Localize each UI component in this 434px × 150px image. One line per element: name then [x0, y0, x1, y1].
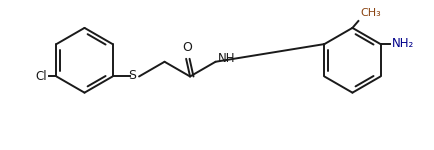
Text: NH₂: NH₂	[391, 37, 414, 50]
Text: O: O	[182, 41, 192, 54]
Text: S: S	[128, 69, 136, 82]
Text: NH: NH	[217, 52, 234, 65]
Text: Cl: Cl	[35, 70, 46, 83]
Text: CH₃: CH₃	[359, 8, 380, 18]
